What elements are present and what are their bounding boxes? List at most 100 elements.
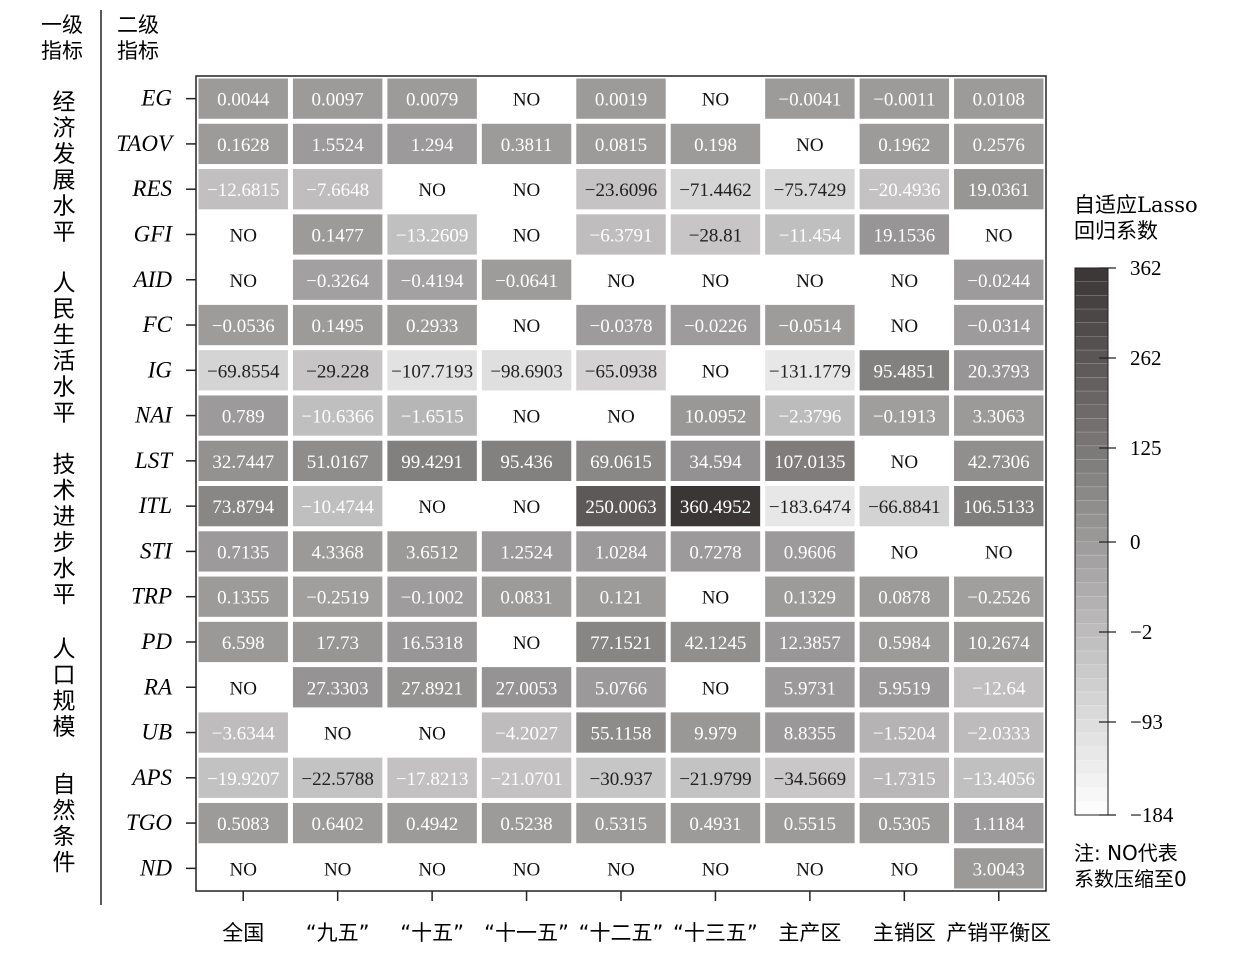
category-char: 然 [53,798,76,824]
category-char: 模 [53,714,76,740]
category-char: 人 [53,636,76,662]
cell-value: NO [513,407,540,428]
row-label: PD [140,629,172,654]
heatmap-cell [670,350,761,391]
heatmap-cell [292,667,383,708]
cell-value: −12.64 [972,678,1026,699]
cell-value: NO [891,316,918,337]
heatmap-cell [198,214,288,255]
cell-value: −19.9207 [207,769,279,790]
category-char: 生 [53,323,76,349]
cell-value: −2.3796 [778,407,841,428]
colorbar-segment [1075,664,1108,679]
heatmap-cell [954,214,1044,255]
heatmap-cell [387,802,477,844]
cell-value: 0.4942 [406,814,458,835]
row-labels: EG TAOV RES GFI AID FC IG NAI LST ITL STI TRP PD RA UB… [116,86,196,880]
heatmap-cell [576,395,666,436]
note: 注: NO代表 系数压缩至0 [1074,841,1187,891]
cell-value: −10.4744 [301,497,374,518]
heatmap-cell [765,214,855,255]
heatmap-cell [481,486,572,527]
heatmap-cell [198,395,288,436]
cell-value: NO [985,542,1012,563]
heatmap-cell [670,169,761,210]
cell-value: −4.2027 [495,724,558,745]
level1-header-line1: 一级 [41,13,83,37]
cell-value: 99.4291 [401,452,463,473]
cell-value: NO [513,90,540,111]
row-label: EG [140,86,172,111]
heatmap-cell [765,440,855,481]
heatmap-cell [387,576,477,617]
cell-value: 4.3368 [312,542,364,563]
cell-value: −98.6903 [490,361,562,382]
heatmap-cell [292,576,383,617]
cell-value: NO [229,678,256,699]
cell-value: 19.1536 [873,225,935,246]
cell-value: 0.1628 [217,135,269,156]
heatmap-cell [954,395,1044,436]
row-label: NAI [134,403,173,428]
cell-value: 20.3793 [968,361,1030,382]
cell-value: 0.789 [222,407,265,428]
heatmap-cell [387,395,477,436]
colorbar-segment [1075,719,1108,734]
heatmap-cell [576,712,666,753]
heatmap-cell [292,621,383,663]
heatmap-cell [670,395,761,436]
cell-value: 5.9731 [784,678,836,699]
level1-header-line2: 指标 [41,39,83,63]
heatmap-cell [765,576,855,617]
heatmap-cell [670,576,761,617]
colorbar-segment [1075,596,1108,611]
colorbar-segment [1075,322,1108,337]
cell-value: 5.0766 [595,678,647,699]
cell-value: 51.0167 [307,452,369,473]
cell-value: NO [607,859,634,880]
cell-value: 0.9606 [784,542,836,563]
heatmap-cell [954,621,1044,663]
heatmap-cell [670,621,761,663]
cell-value: 250.0063 [585,497,656,518]
cell-value: −0.0378 [590,316,653,337]
colorbar-segment [1075,404,1108,420]
column-label: “十三五” [673,921,758,945]
heatmap-cell [576,123,666,165]
heatmap-cell [859,259,950,300]
heatmap-cell [859,757,950,798]
cell-value: NO [796,271,823,292]
cell-value: 5.9519 [878,678,930,699]
cell-value: −183.6474 [769,497,851,518]
heatmap-cell [859,123,950,165]
heatmap-cell [292,395,383,436]
heatmap-cell [670,531,761,572]
cell-value: 106.5133 [963,497,1034,518]
category-char: 步 [53,530,76,556]
cell-value: 0.5083 [217,814,269,835]
cell-value: 0.7135 [217,542,269,563]
cell-value: NO [418,180,445,201]
colorbar-segment [1075,309,1108,324]
heatmap-cell [292,802,383,844]
heatmap-cell [670,848,761,889]
heatmap-cell [481,214,572,255]
colorbar-segment [1075,500,1108,515]
heatmap-cell [481,350,572,391]
cell-value: −0.0641 [495,271,558,292]
heatmap-cell [292,123,383,165]
colorbar-segment [1075,732,1108,748]
heatmap-cell [954,712,1044,753]
heatmap-cell [670,667,761,708]
heatmap-cell [481,78,572,119]
cell-value: 42.7306 [968,452,1030,473]
heatmap-cell [481,440,572,481]
category-char: 平 [53,220,76,246]
heatmap-cell [481,667,572,708]
cell-value: 1.2524 [500,542,553,563]
category-char: 自 [53,772,76,798]
heatmap-cell [387,169,477,210]
cell-value: 55.1158 [590,724,651,745]
